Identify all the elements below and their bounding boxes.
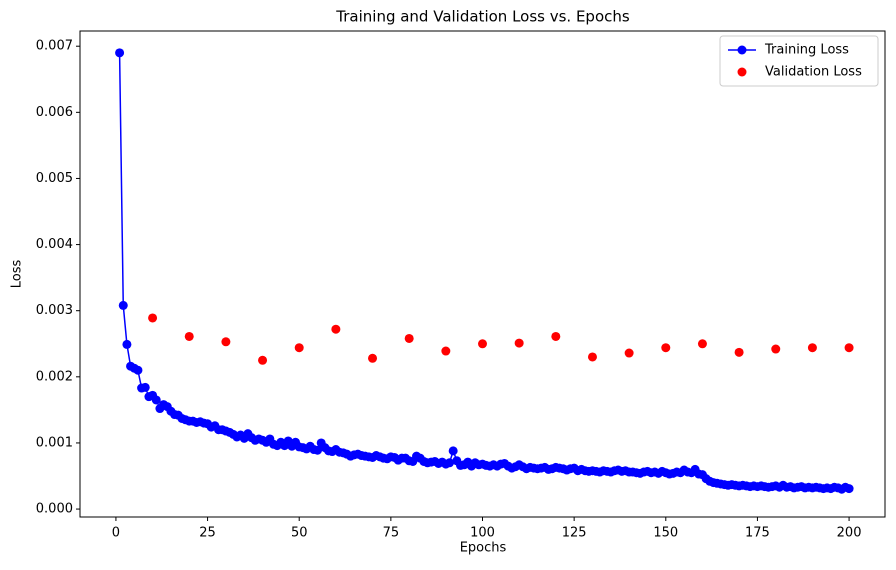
y-tick-label: 0.003 bbox=[36, 303, 73, 318]
data-point bbox=[478, 339, 487, 349]
data-point bbox=[151, 395, 161, 405]
data-point bbox=[445, 458, 455, 468]
legend-marker bbox=[737, 45, 747, 55]
data-point bbox=[140, 382, 150, 392]
data-point bbox=[368, 353, 378, 363]
data-point bbox=[404, 333, 414, 343]
y-tick-label: 0.007 bbox=[36, 39, 73, 54]
data-point bbox=[331, 324, 341, 334]
data-point bbox=[148, 313, 158, 323]
x-tick-label: 100 bbox=[470, 526, 495, 541]
y-axis-label: Loss bbox=[10, 260, 25, 289]
plot-frame bbox=[79, 30, 886, 518]
data-point bbox=[844, 343, 854, 353]
data-point bbox=[734, 347, 744, 357]
data-point bbox=[844, 484, 854, 494]
y-tick-label: 0.002 bbox=[36, 369, 73, 384]
x-tick-label: 175 bbox=[745, 526, 770, 541]
data-point bbox=[551, 331, 561, 341]
legend-label: Training Loss bbox=[764, 43, 849, 58]
y-tick-label: 0.006 bbox=[36, 105, 73, 120]
data-point bbox=[118, 300, 128, 310]
y-tick-label: 0.005 bbox=[36, 171, 73, 186]
chart-title: Training and Validation Loss vs. Epochs bbox=[335, 8, 630, 26]
legend-label: Validation Loss bbox=[765, 65, 862, 80]
x-axis-label: Epochs bbox=[460, 541, 507, 556]
data-point bbox=[441, 346, 451, 356]
data-point bbox=[624, 348, 634, 358]
data-point bbox=[514, 338, 524, 348]
x-tick-label: 125 bbox=[562, 526, 587, 541]
data-point bbox=[294, 343, 304, 353]
data-point bbox=[184, 331, 194, 341]
data-point bbox=[258, 355, 268, 365]
y-tick-label: 0.004 bbox=[36, 237, 73, 252]
x-tick-label: 200 bbox=[837, 526, 862, 541]
x-tick-label: 25 bbox=[199, 526, 216, 541]
x-tick-label: 75 bbox=[383, 526, 400, 541]
data-point bbox=[115, 48, 125, 58]
data-point bbox=[697, 339, 707, 349]
data-point bbox=[661, 343, 671, 353]
data-point bbox=[221, 337, 231, 347]
data-point bbox=[313, 445, 323, 455]
x-tick-label: 150 bbox=[653, 526, 678, 541]
x-tick-label: 50 bbox=[291, 526, 308, 541]
data-point bbox=[133, 365, 143, 375]
data-point bbox=[807, 343, 817, 353]
data-point bbox=[771, 344, 781, 354]
y-tick-label: 0.001 bbox=[36, 435, 73, 450]
legend-marker bbox=[737, 67, 747, 77]
data-point bbox=[448, 446, 458, 456]
y-tick-label: 0.000 bbox=[36, 502, 73, 517]
data-point bbox=[587, 352, 597, 362]
data-point bbox=[122, 339, 132, 349]
legend-box bbox=[719, 35, 879, 87]
x-tick-label: 0 bbox=[112, 526, 120, 541]
